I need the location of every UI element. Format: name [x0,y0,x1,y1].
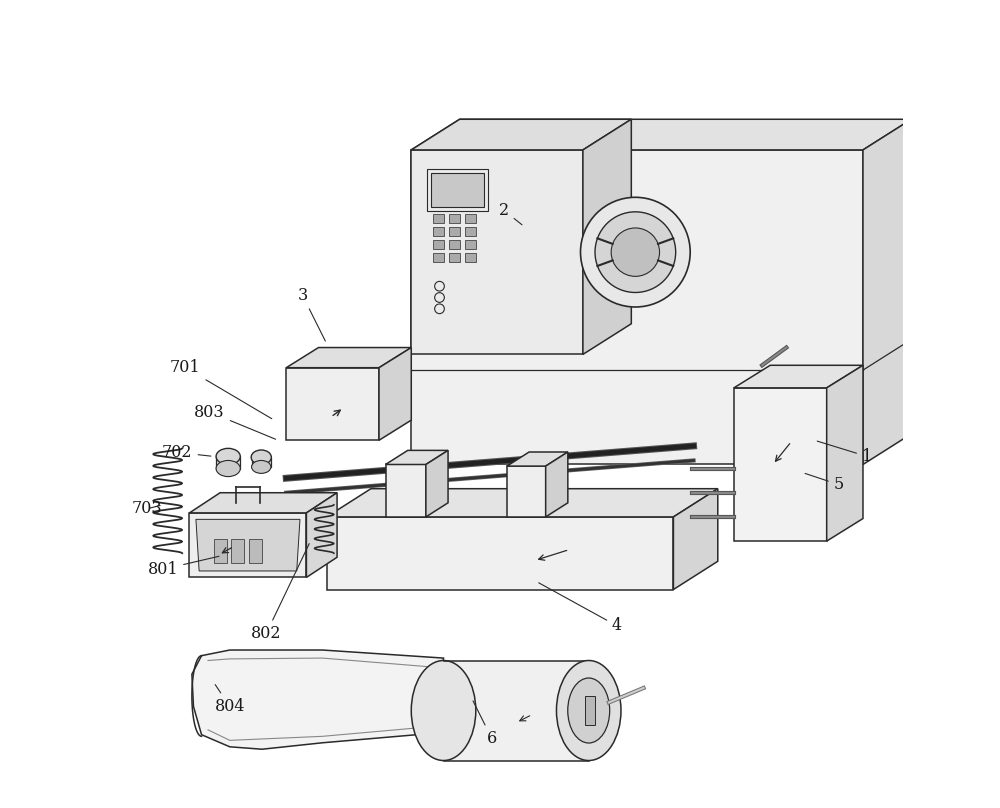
Circle shape [580,197,690,307]
Polygon shape [327,489,718,517]
Polygon shape [306,493,337,578]
Text: 3: 3 [297,287,325,341]
Ellipse shape [411,660,476,760]
Circle shape [611,228,660,276]
Polygon shape [386,450,448,465]
Text: 2: 2 [499,202,522,225]
Polygon shape [386,465,426,517]
Polygon shape [546,452,568,517]
Polygon shape [411,120,631,150]
Polygon shape [286,347,411,368]
Polygon shape [465,214,476,223]
Polygon shape [379,347,411,440]
Ellipse shape [216,448,240,465]
Ellipse shape [556,660,621,760]
Polygon shape [231,539,244,563]
Polygon shape [583,120,631,355]
Polygon shape [214,539,227,563]
Polygon shape [863,120,911,465]
Polygon shape [426,450,448,517]
Text: 801: 801 [148,556,219,578]
Polygon shape [673,489,718,590]
Polygon shape [189,493,337,513]
Text: 5: 5 [805,473,844,493]
Polygon shape [286,368,379,440]
Polygon shape [196,520,300,571]
Polygon shape [216,457,240,469]
Circle shape [595,212,676,292]
Polygon shape [449,253,460,262]
Text: 701: 701 [170,360,272,419]
Polygon shape [249,539,262,563]
Ellipse shape [251,450,271,465]
Polygon shape [507,452,568,466]
Polygon shape [252,457,271,467]
Polygon shape [433,240,444,249]
Text: 804: 804 [215,684,245,715]
Text: 702: 702 [162,444,211,461]
Polygon shape [734,388,827,541]
Text: 803: 803 [194,403,276,440]
Polygon shape [585,696,595,725]
Polygon shape [465,227,476,236]
Polygon shape [449,214,460,223]
Text: 4: 4 [539,583,622,634]
Text: 802: 802 [251,544,309,642]
Polygon shape [734,365,863,388]
Polygon shape [449,227,460,236]
Polygon shape [827,365,863,541]
Polygon shape [431,173,484,207]
Ellipse shape [216,461,240,477]
Ellipse shape [568,678,610,743]
Polygon shape [189,513,306,578]
Text: 6: 6 [473,701,497,747]
Polygon shape [411,150,863,465]
Polygon shape [465,240,476,249]
Polygon shape [192,650,444,749]
Text: 1: 1 [817,441,872,465]
Polygon shape [433,214,444,223]
Polygon shape [433,227,444,236]
Polygon shape [411,120,911,150]
Polygon shape [327,517,673,590]
Polygon shape [507,466,546,517]
Polygon shape [444,660,589,760]
Polygon shape [411,150,583,355]
Polygon shape [433,253,444,262]
Polygon shape [465,253,476,262]
Polygon shape [449,240,460,249]
Text: 703: 703 [131,500,162,517]
Ellipse shape [252,461,271,473]
